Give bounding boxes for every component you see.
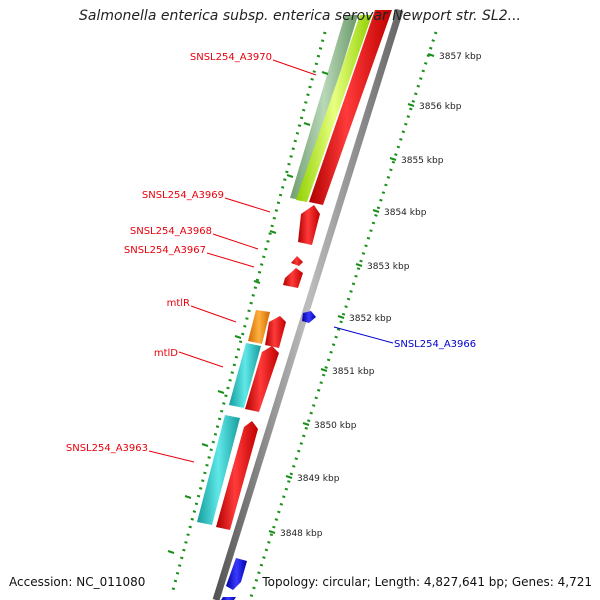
gene-mtld[interactable] (245, 346, 279, 412)
scale-tick-label: 3848 kbp (280, 529, 323, 539)
scale-tick-label: 3851 kbp (332, 367, 375, 377)
gene-snsl254-a3966[interactable] (302, 311, 316, 323)
scale-tick-label: 3856 kbp (419, 102, 462, 112)
gene-label-leader (224, 197, 271, 213)
page-title: Salmonella enterica subsp. enterica sero… (79, 8, 521, 24)
gene-blue-lower-2[interactable] (221, 597, 236, 600)
scale-tick-mark (355, 263, 363, 267)
scale-tick-mark (389, 157, 397, 161)
gene-label[interactable]: SNSL254_A3970 (190, 52, 272, 63)
scale-tick-label: 3853 kbp (367, 262, 410, 272)
scale-tick-label: 3857 kbp (439, 52, 482, 62)
gene-label[interactable]: SNSL254_A3967 (124, 245, 206, 256)
genome-summary: Topology: circular; Length: 4,827,641 bp… (262, 575, 592, 589)
cog-band-cyan-mtld (229, 343, 261, 408)
gene-label-leader (148, 450, 195, 463)
gene-label[interactable]: mtlR (167, 298, 190, 309)
gene-label[interactable]: mtlD (154, 348, 178, 359)
gene-label-leader (272, 59, 317, 76)
cog-band-lime (296, 15, 372, 202)
gene-blue-lower-1[interactable] (226, 558, 247, 590)
scale-tick-mark (337, 315, 345, 319)
inner-track-tick (167, 550, 175, 554)
cog-band-cyan-a3963 (197, 415, 240, 525)
gene-label[interactable]: SNSL254_A3968 (130, 226, 212, 237)
inner-track-tick (269, 230, 277, 234)
gene-snsl254-a3968[interactable] (291, 256, 303, 266)
gene-label[interactable]: SNSL254_A3969 (142, 190, 224, 201)
scale-tick-mark (407, 103, 415, 107)
scale-tick-mark (427, 53, 435, 57)
gene-label-leader (178, 351, 224, 368)
scale-tick-mark (285, 475, 293, 479)
inner-track-tick (321, 71, 329, 75)
gene-labels: SNSL254_A3970 SNSL254_A3969 SNSL254_A3968 S… (66, 52, 476, 463)
inner-track-tick (303, 122, 311, 126)
gene-label-leader (206, 252, 255, 268)
backbone (212, 8, 404, 600)
cog-band-orange (248, 310, 270, 344)
scale-tick-mark (302, 422, 310, 426)
scale-tick-mark (320, 368, 328, 372)
gene-label-leader (333, 326, 394, 344)
scale-tick-label: 3849 kbp (297, 474, 340, 484)
inner-track-tick (184, 495, 192, 499)
inner-dotted-track (171, 31, 327, 591)
inner-track-tick (286, 174, 294, 178)
scale-tick-label: 3855 kbp (401, 156, 444, 166)
inner-track-tick (201, 443, 209, 447)
accession-label: Accession: NC_011080 (9, 575, 146, 589)
gene-label-leader (190, 305, 237, 323)
cog-band-green (290, 15, 358, 200)
scale-tick-label: 3852 kbp (349, 314, 392, 324)
inner-track-tick (234, 335, 242, 339)
inner-track-tick (253, 280, 261, 284)
gene-snsl254-a3970[interactable] (309, 10, 392, 205)
scale-ticks: 3857 kbp 3856 kbp 3855 kbp 3854 kbp 3853 kbp… (167, 52, 482, 554)
scale-tick-mark (268, 530, 276, 534)
gene-snsl254-a3967[interactable] (283, 268, 303, 288)
scale-tick-label: 3854 kbp (384, 208, 427, 218)
gene-label[interactable]: SNSL254_A3966 (394, 339, 476, 350)
gene-label[interactable]: SNSL254_A3963 (66, 443, 148, 454)
gene-snsl254-a3969[interactable] (298, 205, 320, 245)
inner-track-tick (217, 390, 225, 394)
gene-snsl254-a3963[interactable] (216, 421, 258, 530)
scale-tick-label: 3850 kbp (314, 421, 357, 431)
gene-label-leader (212, 233, 259, 250)
gene-mtlr[interactable] (265, 316, 286, 348)
scale-tick-mark (372, 209, 380, 213)
